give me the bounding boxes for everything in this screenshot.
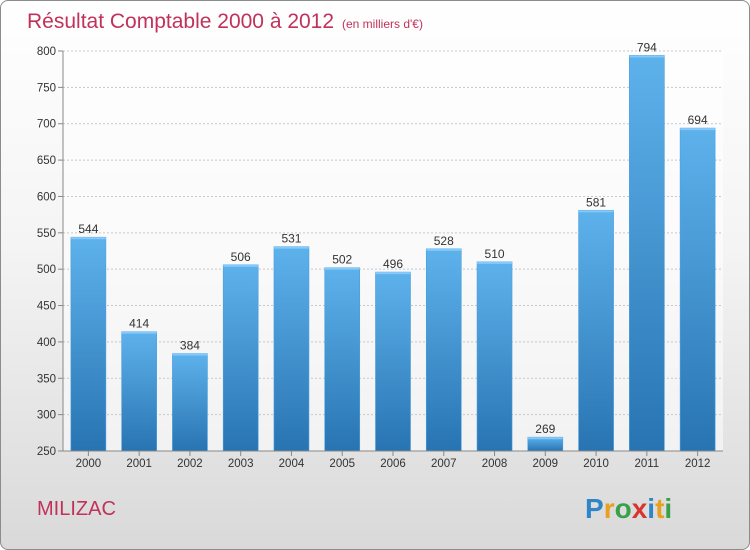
bar-value-label: 528 bbox=[434, 234, 454, 248]
x-tick-label: 2009 bbox=[533, 458, 559, 470]
x-tick-label: 2007 bbox=[431, 458, 457, 470]
bar-value-label: 794 bbox=[637, 40, 657, 54]
bar-highlight bbox=[273, 246, 309, 249]
bar-highlight bbox=[172, 353, 208, 356]
bar-highlight bbox=[70, 237, 106, 240]
bar-highlight bbox=[324, 267, 360, 270]
y-tick-label: 800 bbox=[37, 46, 56, 58]
bar-2012 bbox=[679, 127, 716, 452]
proxiti-logo: Proxiti bbox=[585, 493, 672, 524]
bar-2011 bbox=[629, 55, 665, 452]
y-tick-label: 600 bbox=[37, 191, 56, 203]
bar-value-label: 384 bbox=[180, 339, 200, 353]
bar-value-label: 544 bbox=[78, 222, 98, 236]
y-tick-label: 550 bbox=[37, 228, 56, 240]
bar-2008 bbox=[476, 261, 513, 452]
y-tick-label: 400 bbox=[37, 337, 56, 349]
bar-highlight bbox=[477, 261, 513, 264]
bar-value-label: 531 bbox=[281, 232, 301, 246]
bar-highlight bbox=[680, 128, 716, 131]
bar-highlight bbox=[527, 437, 563, 440]
bar-2002 bbox=[172, 353, 208, 452]
x-tick-label: 2001 bbox=[126, 458, 152, 470]
bar-highlight bbox=[578, 210, 614, 213]
bar-highlight bbox=[426, 248, 462, 251]
x-tick-label: 2000 bbox=[76, 458, 102, 470]
bar-value-label: 502 bbox=[332, 253, 352, 267]
svg-text:Proxiti: Proxiti bbox=[585, 493, 672, 524]
x-tick-label: 2008 bbox=[482, 458, 508, 470]
bar-value-label: 414 bbox=[129, 317, 149, 331]
x-tick-label: 2005 bbox=[329, 458, 355, 470]
bar-2001 bbox=[121, 331, 157, 452]
bar-value-label: 694 bbox=[688, 113, 708, 127]
x-tick-label: 2012 bbox=[685, 458, 711, 470]
x-tick-label: 2006 bbox=[380, 458, 406, 470]
chart-subtitle: (en milliers d'€) bbox=[342, 17, 423, 31]
bar-2007 bbox=[425, 248, 462, 452]
bar-value-label: 510 bbox=[485, 247, 505, 261]
y-axis: 250 300 350 400 450 500 550 600 650 700 750 800 bbox=[37, 46, 64, 458]
bar-value-label: 496 bbox=[383, 257, 403, 271]
bar-highlight bbox=[121, 331, 157, 334]
y-tick-label: 700 bbox=[37, 119, 56, 131]
bar-2006 bbox=[375, 271, 411, 452]
bar-highlight bbox=[629, 55, 665, 58]
x-tick-label: 2011 bbox=[634, 458, 659, 470]
chart-title: Résultat Comptable 2000 à 2012 bbox=[27, 10, 334, 33]
bar-2004 bbox=[273, 246, 310, 452]
bar-highlight bbox=[223, 264, 259, 267]
bar-value-label: 581 bbox=[586, 195, 606, 209]
bar-2009 bbox=[527, 436, 564, 452]
bar-highlight bbox=[375, 272, 411, 275]
x-tick-label: 2010 bbox=[583, 458, 609, 470]
bar-2003 bbox=[222, 264, 259, 452]
y-tick-label: 250 bbox=[37, 446, 56, 458]
x-axis: 2000 2001 2002 2003 2004 2005 2006 2007 2008 2009… bbox=[63, 450, 723, 470]
bar-2005 bbox=[324, 267, 361, 452]
y-tick-label: 300 bbox=[37, 410, 56, 422]
bar-2010 bbox=[578, 209, 614, 452]
y-tick-label: 450 bbox=[37, 301, 56, 313]
x-tick-label: 2004 bbox=[279, 458, 305, 470]
y-tick-label: 350 bbox=[37, 373, 56, 385]
x-tick-label: 2003 bbox=[228, 458, 254, 470]
city-name: MILIZAC bbox=[37, 498, 116, 520]
y-tick-label: 650 bbox=[37, 155, 56, 167]
y-tick-label: 750 bbox=[37, 82, 56, 94]
bar-2000 bbox=[70, 236, 107, 452]
bar-value-label: 269 bbox=[535, 422, 555, 436]
bar-value-label: 506 bbox=[231, 250, 251, 264]
bars: 544 414 384 506 531 502 496 528 510 269 581 794 694 bbox=[70, 40, 716, 452]
y-tick-label: 500 bbox=[37, 264, 56, 276]
x-tick-label: 2002 bbox=[177, 458, 203, 470]
